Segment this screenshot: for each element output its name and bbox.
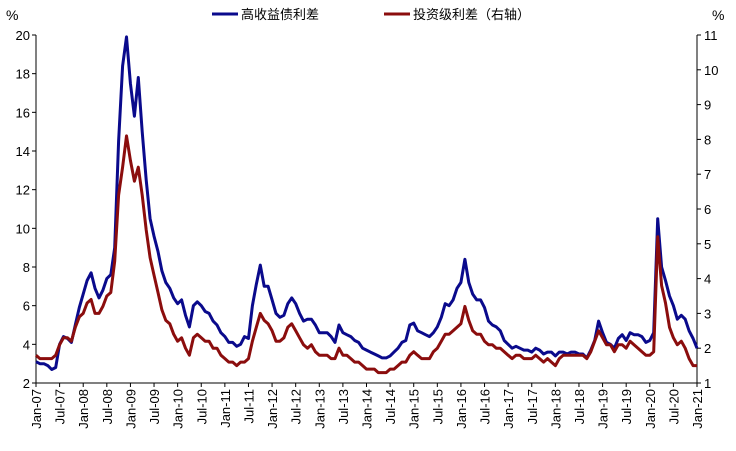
left-axis-unit: %: [6, 7, 18, 23]
left-tick-label: 14: [16, 144, 30, 159]
x-tick-label: Jul-12: [289, 389, 304, 424]
x-tick-label: Jul-07: [53, 389, 68, 424]
right-tick-label: 9: [704, 98, 711, 113]
right-tick-label: 8: [704, 132, 711, 147]
x-tick-label: Jan-19: [596, 389, 611, 429]
left-tick-label: 16: [16, 105, 30, 120]
x-tick-label: Jan-15: [407, 389, 422, 429]
x-tick-label: Jul-15: [430, 389, 445, 424]
x-tick-label: Jul-16: [478, 389, 493, 424]
legend: 高收益债利差 投资级利差（右轴）: [212, 7, 530, 23]
x-tick-label: Jan-20: [643, 389, 658, 429]
x-tick-label: Jan-13: [312, 389, 327, 429]
left-axis-ticks: 2 4 6 8 10 12 14 16 18 20: [16, 28, 36, 391]
x-tick-label: Jul-10: [194, 389, 209, 424]
left-tick-label: 4: [23, 337, 30, 352]
x-tick-label: Jul-11: [241, 389, 256, 423]
right-tick-label: 7: [704, 167, 711, 182]
x-tick-label: Jan-11: [218, 389, 233, 428]
right-axis-ticks: 1 2 3 4 5 6 7 8 9 10 11: [697, 28, 718, 391]
x-tick-label: Jan-21: [690, 389, 705, 429]
legend-label-high-yield: 高收益债利差: [241, 7, 319, 23]
right-tick-label: 1: [704, 376, 711, 391]
right-tick-label: 2: [704, 341, 711, 356]
right-tick-label: 4: [704, 272, 711, 287]
x-tick-label: Jul-09: [147, 389, 162, 424]
x-tick-label: Jan-12: [265, 389, 280, 429]
x-tick-label: Jan-16: [454, 389, 469, 429]
left-tick-label: 12: [16, 183, 30, 198]
x-tick-label: Jan-08: [76, 389, 91, 429]
left-tick-label: 18: [16, 67, 30, 82]
x-axis-ticks: Jan-07 Jul-07 Jan-08 Jul-08 Jan-09 Jul-09 Jan-…: [29, 383, 705, 429]
x-tick-label: Jan-10: [171, 389, 186, 429]
left-tick-label: 20: [16, 28, 30, 43]
series-line-high-yield: [35, 35, 699, 371]
x-tick-label: Jul-18: [572, 389, 587, 424]
x-tick-label: Jul-14: [383, 389, 398, 424]
left-tick-label: 8: [23, 260, 30, 275]
right-tick-label: 3: [704, 306, 711, 321]
right-tick-label: 6: [704, 202, 711, 217]
x-tick-label: Jul-17: [525, 389, 540, 424]
right-tick-label: 11: [704, 28, 718, 43]
x-tick-label: Jan-14: [360, 389, 375, 429]
right-tick-label: 10: [704, 63, 718, 78]
legend-label-investment-grade: 投资级利差（右轴）: [413, 7, 530, 23]
x-tick-label: Jul-20: [666, 389, 681, 424]
left-tick-label: 2: [23, 376, 30, 391]
x-tick-label: Jan-17: [501, 389, 516, 429]
left-tick-label: 6: [23, 299, 30, 314]
x-tick-label: Jul-19: [619, 389, 634, 424]
x-tick-label: Jan-18: [548, 389, 563, 429]
series-lines: [35, 35, 699, 375]
right-axis-unit: %: [712, 7, 724, 23]
right-tick-label: 5: [704, 237, 711, 252]
left-tick-label: 10: [16, 221, 30, 236]
series-line-investment-grade: [35, 134, 697, 375]
x-tick-label: Jul-13: [336, 389, 351, 424]
x-tick-label: Jan-07: [29, 389, 44, 429]
x-tick-label: Jul-08: [100, 389, 115, 424]
x-tick-label: Jan-09: [123, 389, 138, 429]
